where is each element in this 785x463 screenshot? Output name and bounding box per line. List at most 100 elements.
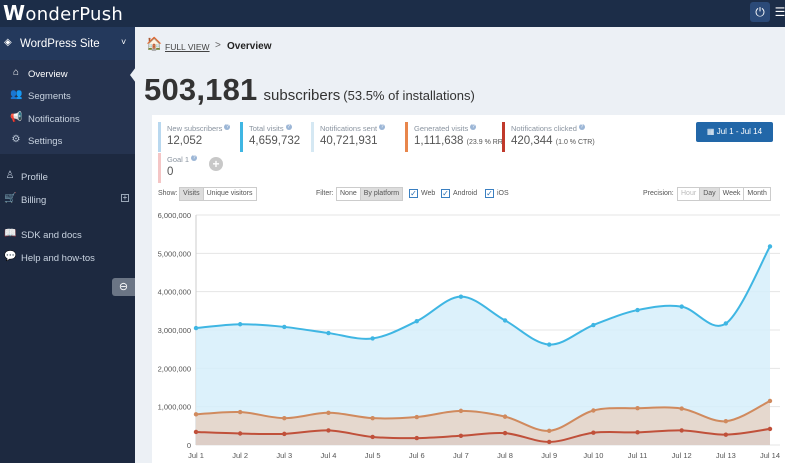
precision-hour-button[interactable]: Hour — [677, 187, 701, 201]
x-tick-label: Jul 10 — [583, 451, 603, 460]
data-point — [502, 318, 508, 323]
data-point — [679, 406, 684, 411]
collapse-sidebar-icon[interactable]: ⊖ — [112, 278, 135, 296]
comments-icon: 💬 — [4, 251, 17, 262]
bullhorn-icon: 📢 — [10, 112, 23, 123]
data-point — [679, 304, 684, 309]
sidebar-item-overview[interactable]: ⌂ Overview — [0, 64, 135, 84]
data-point — [723, 432, 729, 437]
data-point — [635, 406, 640, 411]
web-checkbox[interactable]: ✓ — [409, 189, 418, 198]
expand-plus-icon[interactable]: + — [121, 193, 129, 202]
sidebar-item-profile[interactable]: ♙ Profile — [5, 170, 48, 183]
data-point — [591, 322, 596, 328]
data-point — [547, 428, 552, 434]
series-line — [195, 427, 771, 443]
sidebar: ◈ WordPress Site ˅ ⌂ Overview 👥 Segments… — [0, 27, 136, 463]
x-tick-label: Jul 8 — [497, 451, 513, 460]
breadcrumb-separator: > — [215, 40, 221, 51]
data-point — [282, 431, 287, 437]
breadcrumb-current: Overview — [227, 41, 272, 52]
wonderpush-logo[interactable]: WonderPush — [3, 1, 124, 25]
stat-notifications-clicked[interactable]: Notifications clicked? 420,344 (1.0 % CT… — [502, 122, 599, 152]
x-tick-label: Jul 2 — [232, 451, 248, 460]
data-point — [458, 294, 464, 299]
x-tick-label: Jul 7 — [453, 451, 469, 460]
data-point — [723, 419, 729, 424]
filter-toggle: None By platform — [336, 187, 404, 201]
stat-new-subscribers[interactable]: New subscribers? 12,052 — [158, 122, 236, 152]
precision-month-button[interactable]: Month — [743, 187, 771, 201]
cube-icon: ◈ — [4, 37, 12, 48]
sidebar-item-billing[interactable]: 🛒 Billing + — [4, 193, 129, 206]
data-point — [326, 428, 331, 433]
sidebar-item-help[interactable]: 💬 Help and how-tos — [4, 251, 95, 264]
chevron-down-icon: ˅ — [121, 37, 127, 47]
data-point — [414, 318, 419, 324]
show-toggle: Visits Unique visitors — [179, 187, 257, 201]
help-icon: ? — [470, 124, 477, 130]
home-icon: ⌂ — [12, 67, 20, 78]
stat-generated-visits[interactable]: Generated visits? 1,111,638 (23.9 % RR) — [405, 122, 505, 152]
data-point — [282, 415, 287, 421]
subscriber-count: 503,181 — [144, 72, 258, 107]
stat-goal-1[interactable]: Goal 1? 0 — [158, 153, 206, 183]
data-point — [414, 414, 419, 420]
data-point — [326, 410, 331, 415]
data-point — [767, 426, 773, 432]
gears-icon: ⚙ — [11, 134, 21, 145]
y-tick-label: 5,000,000 — [158, 249, 191, 258]
person-icon: ♙ — [5, 170, 15, 181]
chart-controls: Show: Visits Unique visitors Filter: Non… — [152, 187, 785, 203]
power-icon[interactable]: ⏻ — [750, 2, 770, 22]
data-point — [502, 430, 508, 436]
sidebar-item-notifications[interactable]: 📢 Notifications — [10, 112, 80, 125]
android-checkbox[interactable]: ✓ — [441, 189, 450, 198]
x-tick-label: Jul 6 — [409, 451, 425, 460]
installations-ratio: (53.5% of installations) — [343, 88, 475, 103]
x-tick-label: Jul 5 — [365, 451, 381, 460]
y-tick-label: 2,000,000 — [158, 364, 191, 373]
show-unique-visitors-button[interactable]: Unique visitors — [202, 187, 257, 201]
sidebar-item-sdk-docs[interactable]: 📖 SDK and docs — [4, 228, 82, 241]
precision-toggle: Hour Day Week Month — [677, 187, 771, 201]
help-icon: ? — [578, 124, 585, 130]
page-title: 503,181 subscribers (53.5% of installati… — [144, 72, 475, 108]
menu-icon[interactable]: ☰ — [774, 5, 785, 19]
stat-notifications-sent[interactable]: Notifications sent? 40,721,931 — [311, 122, 396, 152]
data-point — [370, 415, 375, 421]
data-point — [591, 430, 596, 435]
y-tick-label: 1,000,000 — [158, 403, 191, 412]
breadcrumb-full-view[interactable]: FULL VIEW — [165, 42, 210, 52]
active-indicator — [130, 67, 136, 83]
site-selector[interactable]: ◈ WordPress Site ˅ — [0, 27, 135, 60]
data-point — [237, 431, 243, 436]
x-tick-label: Jul 14 — [760, 451, 780, 460]
sidebar-item-settings[interactable]: ⚙ Settings — [11, 134, 63, 147]
data-point — [679, 428, 684, 433]
help-icon: ? — [285, 124, 292, 130]
data-point — [282, 324, 287, 330]
ios-checkbox[interactable]: ✓ — [485, 189, 494, 198]
add-goal-button[interactable]: + — [209, 157, 223, 171]
data-point — [237, 322, 243, 327]
stat-total-visits[interactable]: Total visits? 4,659,732 — [240, 122, 311, 152]
data-point — [193, 429, 199, 435]
home-icon[interactable]: 🏠 — [146, 36, 163, 51]
data-point — [193, 325, 199, 331]
data-point — [458, 408, 464, 414]
book-icon: 📖 — [4, 228, 17, 239]
data-point — [193, 412, 199, 417]
sidebar-item-segments[interactable]: 👥 Segments — [10, 89, 71, 102]
data-point — [502, 414, 508, 419]
help-icon: ? — [379, 124, 386, 130]
users-icon: 👥 — [10, 89, 23, 100]
filter-by-platform-button[interactable]: By platform — [359, 187, 404, 201]
data-point — [547, 439, 552, 445]
date-range-button[interactable]: ▦ Jul 1 - Jul 14 — [696, 122, 773, 142]
y-tick-label: 3,000,000 — [158, 326, 191, 335]
data-point — [370, 336, 375, 341]
calendar-icon: ▦ — [706, 127, 715, 136]
data-point — [414, 435, 419, 441]
